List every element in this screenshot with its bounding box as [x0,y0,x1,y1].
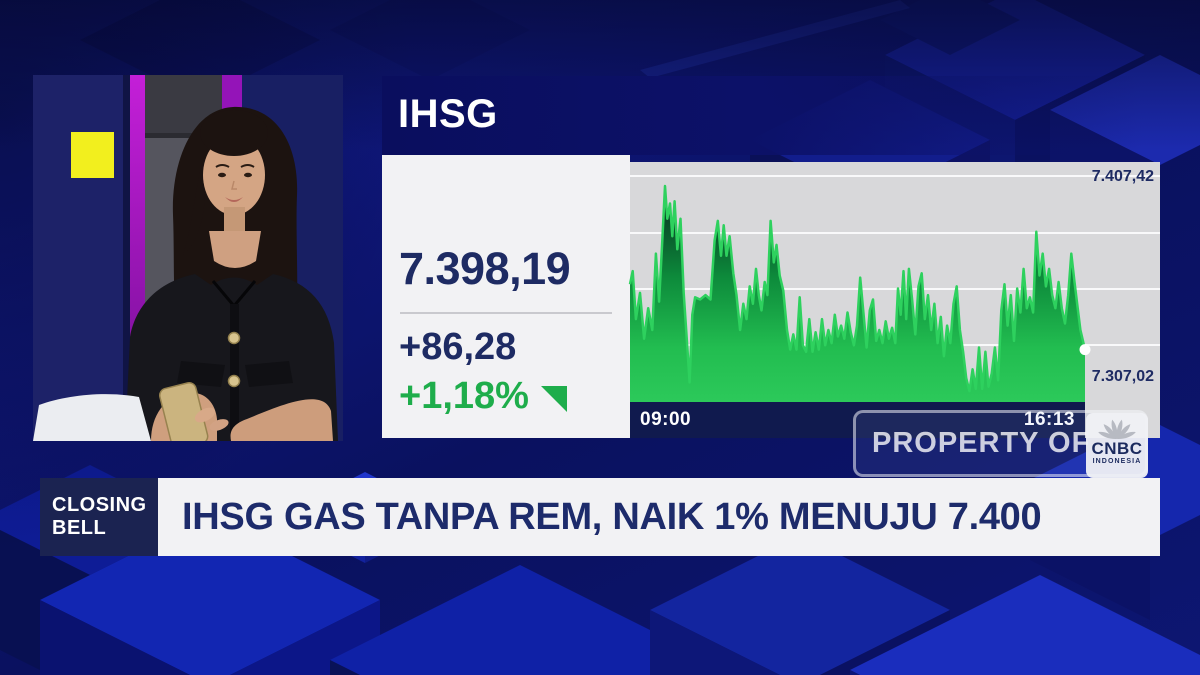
yellow-square-decor [71,132,114,178]
price-line [628,184,1087,393]
time-axis-bar: 09:00 16:13 [630,402,1085,438]
studio-left-panel [33,75,128,441]
intraday-chart: 09:00 16:13 7.407,42 7.307,02 [628,162,1160,438]
gray-panel-seam [145,133,222,138]
headline-strip: IHSG GAS TANPA REM, NAIK 1% MENUJU 7.400 [158,478,1160,556]
last-price-dot [1079,344,1091,356]
quote-panel [382,155,630,438]
session-high-label: 7.407,42 [1091,168,1154,185]
program-name-line2: BELL [52,517,107,539]
panel-gap [123,75,130,441]
session-start-time: 09:00 [640,409,692,430]
gridline [630,288,1160,290]
cnbc-logo-chip: CNBC INDONESIA [1086,413,1148,478]
presenter [33,106,338,441]
headline-text: IHSG GAS TANPA REM, NAIK 1% MENUJU 7.400 [182,495,1042,538]
area-fill [630,186,1085,402]
symbol-title: IHSG [398,92,498,136]
direction-triangle-icon [540,385,567,412]
studio-scene [33,75,343,441]
presenter-video [33,75,343,441]
program-bug: CLOSING BELL [40,478,158,556]
cnbc-region: INDONESIA [1092,458,1142,465]
change-value: +86,28 [399,326,517,368]
watermark-text: PROPERTY OF [872,427,1091,459]
desk-papers [33,394,151,441]
change-percent: +1,18% [399,375,529,417]
program-name-line1: CLOSING [52,494,147,516]
session-end-time: 16:13 [1023,409,1075,430]
area-series [628,184,1091,402]
session-low-label: 7.307,02 [1091,368,1154,385]
quote-divider [400,312,612,314]
change-percent-row: +1,18% [399,375,567,418]
symbol-header-band [382,76,1142,155]
last-price: 7.398,19 [399,243,571,294]
peacock-icon [1098,419,1136,440]
cnbc-wordmark: CNBC [1091,439,1143,458]
gridline [630,232,1160,234]
gridline [630,175,1160,177]
